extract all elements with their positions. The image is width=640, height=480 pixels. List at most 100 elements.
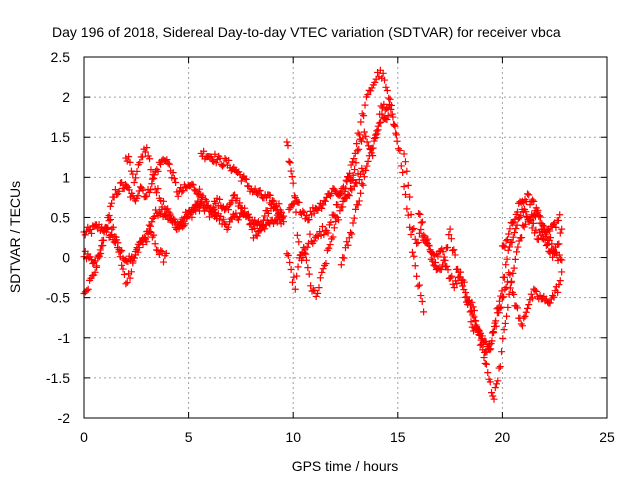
data-point bbox=[456, 273, 464, 281]
data-point bbox=[373, 130, 381, 138]
x-tick-label: 10 bbox=[285, 429, 301, 445]
data-point bbox=[326, 241, 334, 249]
x-tick-label: 20 bbox=[495, 429, 511, 445]
data-point bbox=[518, 234, 526, 242]
data-point bbox=[106, 231, 114, 239]
data-point bbox=[247, 221, 255, 229]
data-point bbox=[525, 191, 533, 199]
data-point bbox=[355, 145, 363, 153]
data-point bbox=[552, 248, 560, 256]
data-point bbox=[374, 126, 382, 134]
data-point bbox=[126, 274, 134, 282]
data-point bbox=[381, 76, 389, 84]
data-point bbox=[388, 110, 396, 118]
data-point bbox=[518, 322, 526, 330]
data-point bbox=[445, 231, 453, 239]
data-point bbox=[410, 225, 418, 233]
data-point bbox=[289, 278, 297, 286]
data-point bbox=[327, 218, 335, 226]
data-point bbox=[319, 265, 327, 273]
data-point bbox=[340, 254, 348, 262]
data-point bbox=[384, 112, 392, 120]
data-point bbox=[484, 369, 492, 377]
data-point bbox=[400, 183, 408, 191]
data-point bbox=[96, 246, 104, 254]
data-point bbox=[261, 225, 269, 233]
data-point bbox=[291, 285, 299, 293]
data-point bbox=[318, 268, 326, 276]
data-point bbox=[221, 155, 229, 163]
data-point bbox=[415, 229, 423, 237]
data-point bbox=[527, 290, 535, 298]
data-point bbox=[323, 193, 331, 201]
data-point bbox=[496, 304, 504, 312]
data-point bbox=[270, 197, 278, 205]
data-point bbox=[403, 205, 411, 213]
data-point bbox=[132, 251, 140, 259]
data-point bbox=[116, 253, 124, 261]
data-point bbox=[446, 225, 454, 233]
data-point bbox=[99, 242, 107, 250]
data-point bbox=[253, 232, 261, 240]
data-point bbox=[506, 284, 514, 292]
data-point bbox=[491, 384, 499, 392]
data-point bbox=[122, 280, 130, 288]
data-point bbox=[417, 226, 425, 234]
data-point bbox=[355, 197, 363, 205]
data-point bbox=[353, 140, 361, 148]
data-point bbox=[141, 234, 149, 242]
data-point bbox=[295, 238, 303, 246]
data-point bbox=[368, 84, 376, 92]
data-point bbox=[506, 271, 514, 279]
data-point bbox=[441, 256, 449, 264]
data-point bbox=[324, 229, 332, 237]
data-point bbox=[293, 231, 301, 239]
data-point bbox=[143, 238, 151, 246]
data-point bbox=[147, 166, 155, 174]
data-point bbox=[86, 225, 94, 233]
y-axis-label: SDTVAR / TECUs bbox=[7, 181, 23, 293]
data-point bbox=[365, 152, 373, 160]
data-point bbox=[213, 215, 221, 223]
data-point bbox=[153, 189, 161, 197]
data-point bbox=[125, 186, 133, 194]
x-tick-label: 5 bbox=[185, 429, 193, 445]
data-point bbox=[552, 223, 560, 231]
data-point bbox=[481, 360, 489, 368]
data-point bbox=[258, 220, 266, 228]
data-point bbox=[406, 193, 414, 201]
data-point bbox=[532, 226, 540, 234]
data-point bbox=[502, 283, 510, 291]
data-point bbox=[506, 225, 514, 233]
data-point bbox=[486, 378, 494, 386]
data-point bbox=[203, 197, 211, 205]
data-point bbox=[227, 215, 235, 223]
data-point bbox=[451, 251, 459, 259]
data-point bbox=[480, 354, 488, 362]
plot-frame bbox=[83, 56, 608, 419]
data-point bbox=[348, 230, 356, 238]
data-point bbox=[430, 261, 438, 269]
data-point bbox=[511, 229, 519, 237]
data-point bbox=[503, 278, 511, 286]
data-point bbox=[513, 304, 521, 312]
data-point bbox=[88, 229, 96, 237]
data-point bbox=[495, 364, 503, 372]
data-point bbox=[241, 204, 249, 212]
data-point bbox=[426, 246, 434, 254]
x-tick-labels: 0 5 10 15 20 25 bbox=[80, 429, 615, 445]
x-tick-label: 15 bbox=[390, 429, 406, 445]
data-point bbox=[287, 266, 295, 274]
data-point bbox=[305, 216, 313, 224]
data-point bbox=[111, 186, 119, 194]
data-point bbox=[123, 182, 131, 190]
data-point bbox=[226, 201, 234, 209]
data-point bbox=[349, 219, 357, 227]
data-point bbox=[218, 162, 226, 170]
data-point bbox=[115, 187, 123, 195]
data-point bbox=[418, 298, 426, 306]
data-point bbox=[325, 244, 333, 252]
data-point bbox=[549, 292, 557, 300]
data-point bbox=[130, 254, 138, 262]
data-point bbox=[508, 219, 516, 227]
